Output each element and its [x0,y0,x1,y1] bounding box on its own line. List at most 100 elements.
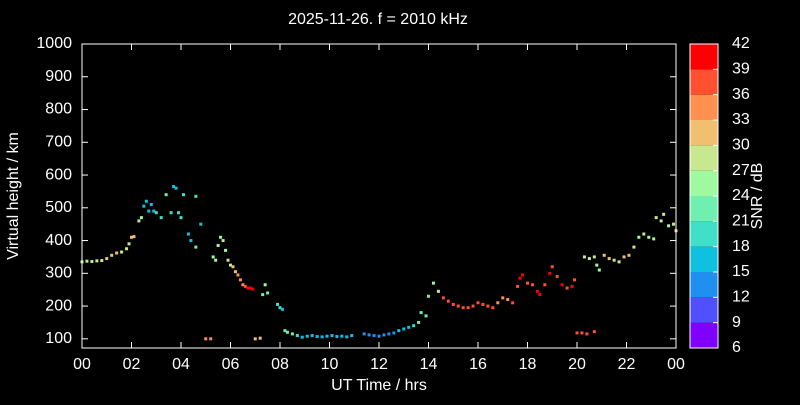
y-tick-label: 800 [45,101,72,118]
data-point [233,270,237,274]
data-point [582,255,586,259]
x-tick-label: 18 [519,356,537,373]
colorbar-band [690,322,718,348]
y-tick-label: 200 [45,297,72,314]
x-tick-label: 00 [667,356,685,373]
data-point [263,283,267,287]
y-tick-label: 700 [45,133,72,150]
colorbar-tick-label: 27 [732,162,750,179]
data-point [142,204,146,208]
data-point [95,259,99,263]
data-point [105,257,109,261]
data-point [350,334,354,338]
colorbar-tick-label: 42 [732,35,750,52]
data-point [174,186,178,190]
data-point [90,260,94,264]
data-point [253,337,257,341]
data-point [189,239,193,243]
colorbar-tick-label: 9 [732,314,741,331]
data-point [246,286,250,290]
y-tick-label: 900 [45,68,72,85]
data-point [266,291,270,295]
data-point [476,301,480,305]
data-point [521,273,525,277]
x-tick-label: 08 [271,356,289,373]
colorbar-label: SNR / dB [749,163,766,230]
data-point [543,283,547,287]
data-point [461,306,465,310]
data-point [315,335,319,339]
data-point [219,235,223,239]
data-point [127,242,131,246]
y-tick-label: 400 [45,232,72,249]
data-point [538,293,542,297]
data-point [251,287,255,291]
colorbar-tick-label: 36 [732,86,750,103]
data-point [209,337,213,341]
data-point [199,222,203,226]
data-point [446,299,450,303]
data-point [276,302,280,306]
data-point [177,211,181,215]
x-axis-label: UT Time / hrs [331,377,427,394]
data-point [149,203,153,207]
data-point [362,332,366,336]
data-point [221,239,225,243]
data-point [417,320,421,324]
x-tick-label: 02 [123,356,141,373]
data-point [486,304,490,308]
colorbar-tick-label: 18 [732,238,750,255]
colorbar-tick-label: 6 [732,339,741,356]
data-point [154,211,158,215]
data-point [407,325,411,329]
data-point [573,278,577,282]
data-point [592,255,596,259]
data-point [137,219,141,223]
data-point [654,216,658,220]
data-point [243,284,247,288]
data-point [652,237,656,241]
colorbar-band [690,297,718,323]
data-point [382,333,386,337]
y-tick-label: 600 [45,166,72,183]
data-point [179,216,183,220]
data-point [159,216,163,220]
data-point [120,250,124,254]
data-point [667,224,671,228]
colorbar-tick-label: 12 [732,289,750,306]
data-point [659,219,663,223]
data-point [506,298,510,302]
data-point [283,329,287,333]
x-tick-label: 04 [172,356,190,373]
data-point [340,334,344,338]
data-point [152,209,156,213]
data-point [241,283,245,287]
data-point [147,209,151,213]
data-point [627,253,631,257]
data-point [325,334,329,338]
data-point [100,259,104,263]
data-point [595,263,599,267]
x-tick-label: 12 [370,356,388,373]
data-point [169,211,173,215]
data-point [424,314,428,318]
data-point [330,334,334,338]
data-point [85,259,89,263]
data-point [285,330,289,334]
colorbar-tick-label: 15 [732,263,750,280]
plot-frame [81,43,677,349]
data-point [427,294,430,298]
colorbar-tick-label: 33 [732,111,750,128]
data-point [419,311,423,315]
data-point [560,283,564,287]
data-point [516,284,520,288]
data-point [229,263,232,267]
data-point [115,251,119,255]
data-point [632,245,636,249]
y-tick-label: 1000 [36,35,72,52]
x-tick-label: 16 [469,356,487,373]
data-point [642,232,646,236]
data-point [456,304,460,308]
data-point [320,335,324,339]
